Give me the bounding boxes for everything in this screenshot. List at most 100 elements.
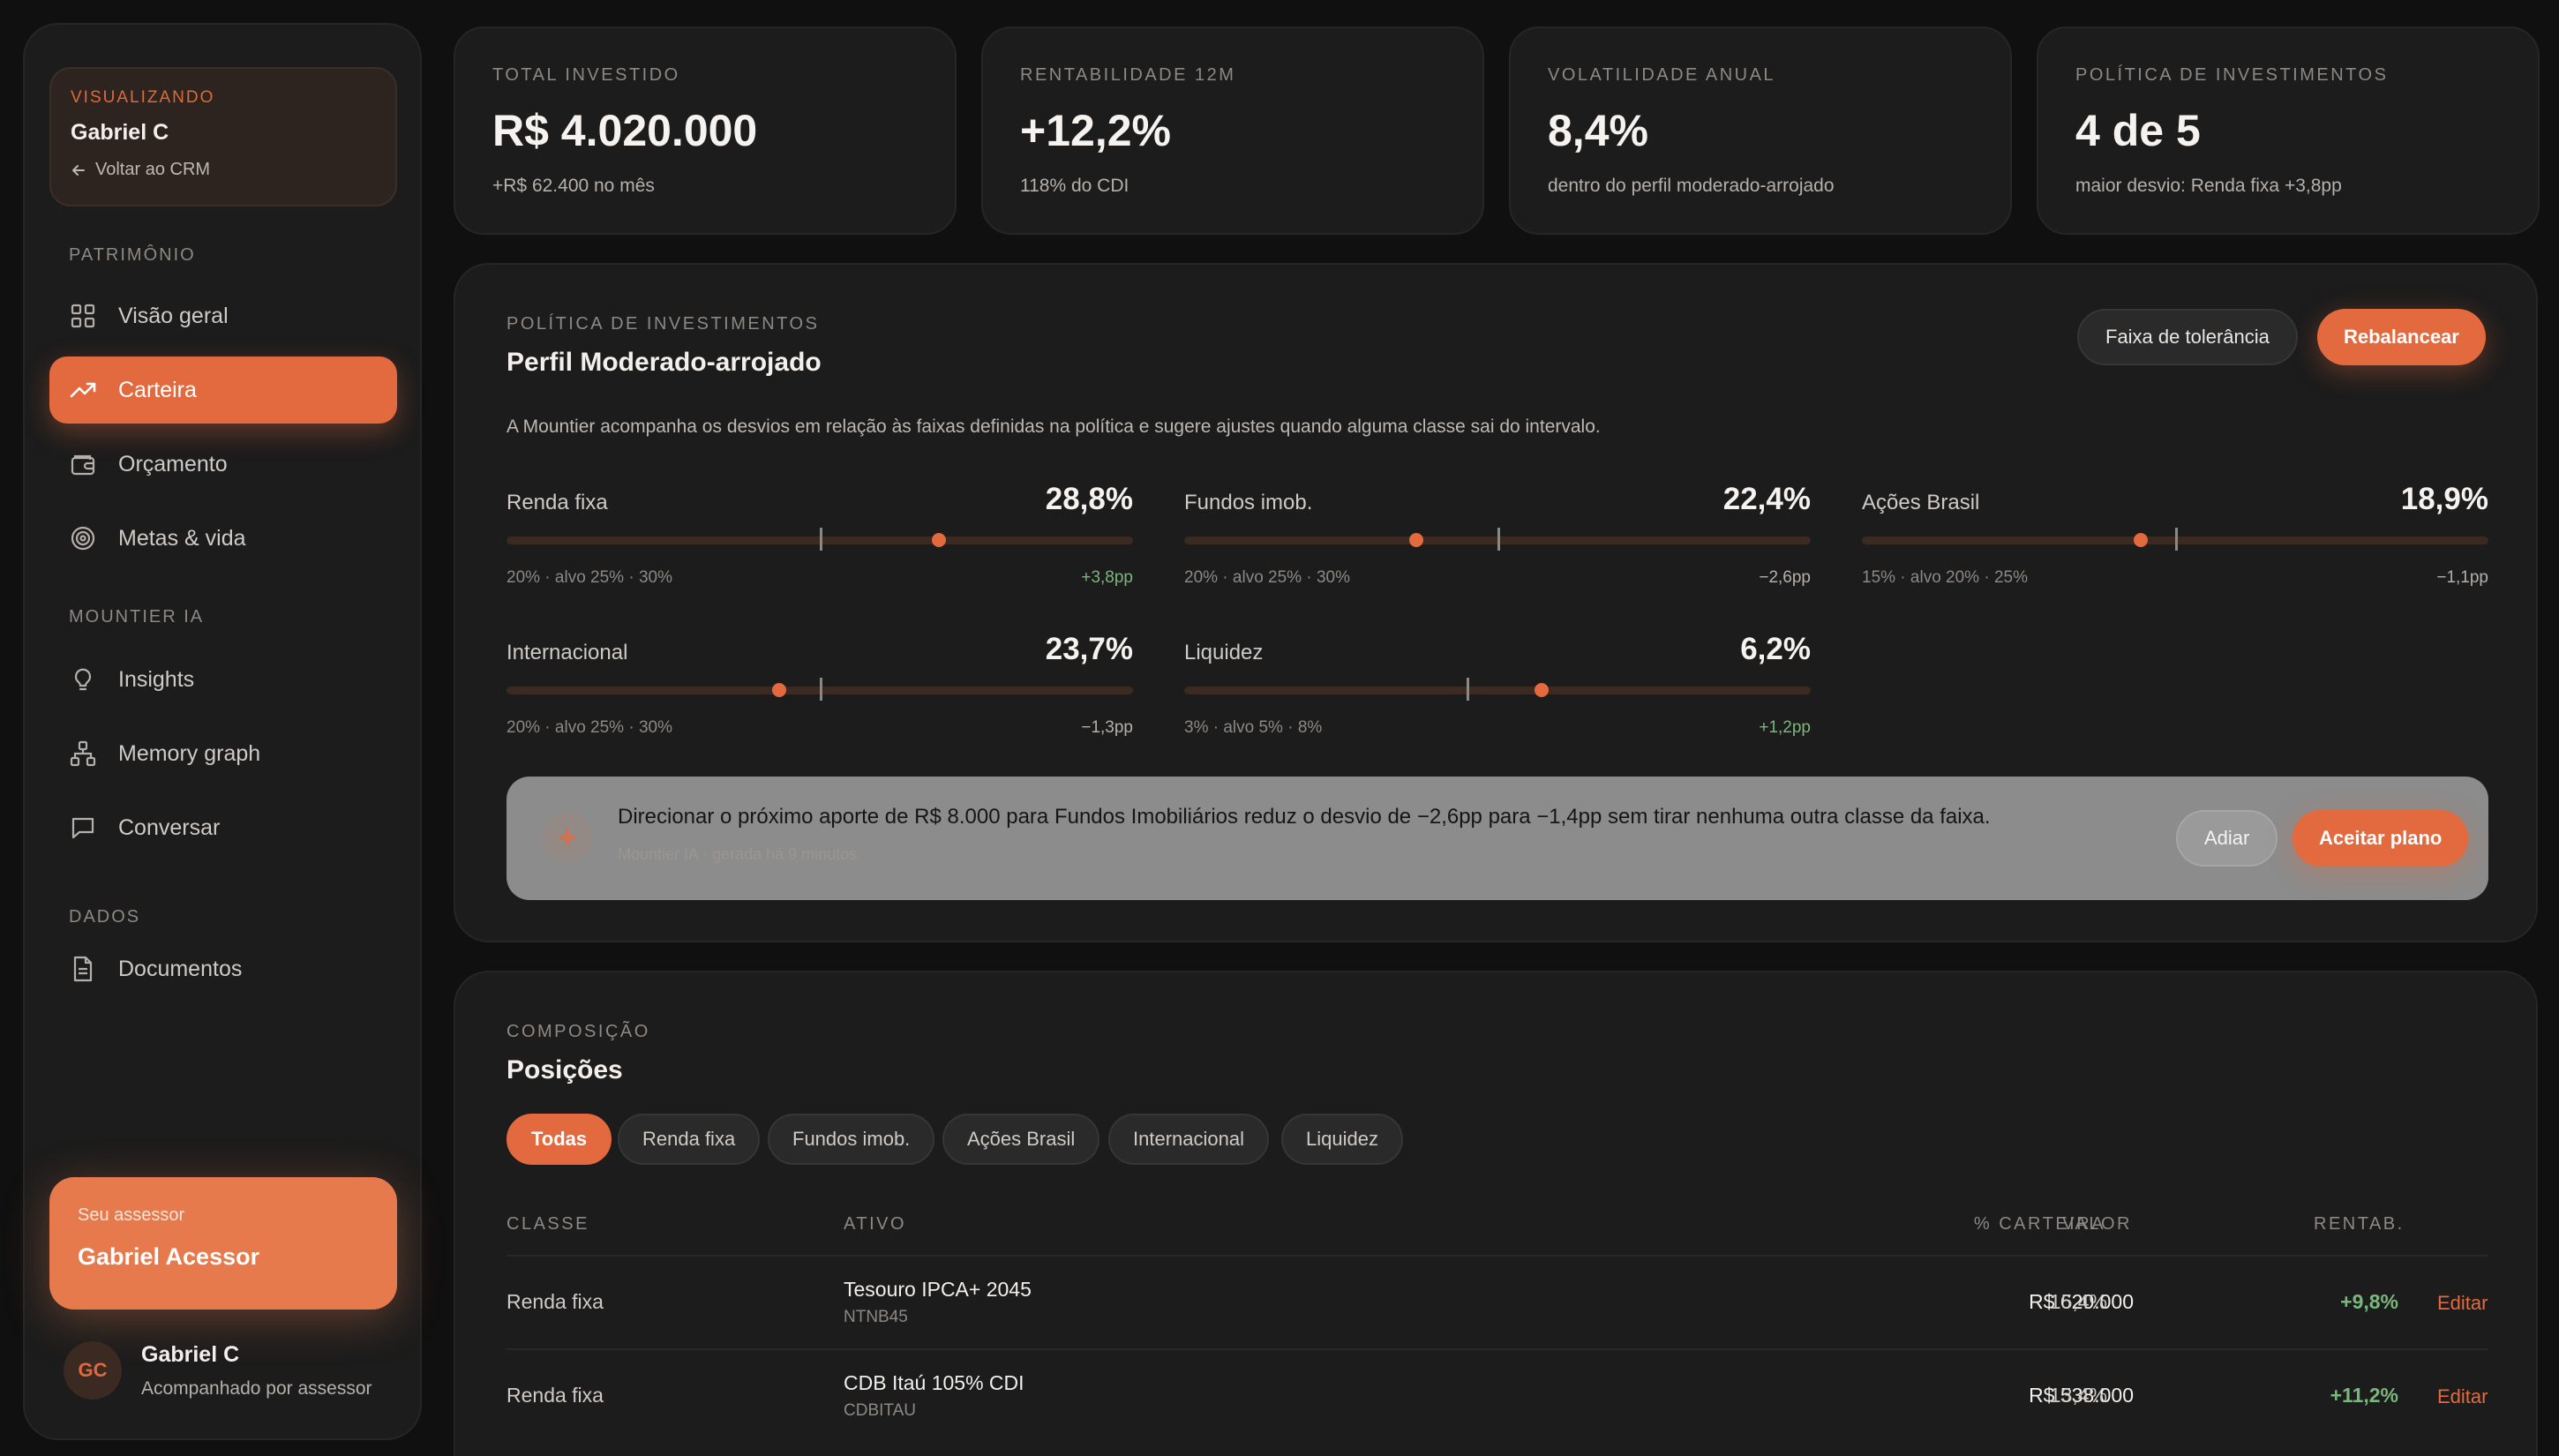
actual-marker <box>1408 533 1423 547</box>
suggestion-meta: Mountier IA · gerada há 9 minutos <box>618 845 858 863</box>
accept-plan-button[interactable]: Aceitar plano <box>2293 810 2469 867</box>
trend-up-icon <box>70 382 96 398</box>
column-ativo[interactable]: ATIVO <box>844 1214 907 1234</box>
sidebar-item-visao-geral[interactable]: Visão geral <box>49 282 397 349</box>
kpi-value: +12,2% <box>1020 106 1171 155</box>
section-dados: DADOS <box>69 907 141 927</box>
back-to-crm-link[interactable]: Voltar ao CRM <box>71 160 376 180</box>
target-marker <box>1497 528 1500 551</box>
edit-link[interactable]: Editar <box>2437 1385 2488 1407</box>
allocation-renda-fixa: Renda fixa 28,8% 20% · alvo 25% · 30% +3… <box>507 482 1133 605</box>
cell-rentab: +9,8% <box>2340 1290 2398 1313</box>
cell-valor: R$ 620.000 <box>2029 1290 2134 1313</box>
column-carteira[interactable]: % CARTEIRA <box>1973 1214 2105 1234</box>
cell-ticker: CDBITAU <box>844 1401 916 1420</box>
tolerance-button[interactable]: Faixa de tolerância <box>2077 309 2298 365</box>
allocation-value: 18,9% <box>2400 482 2488 516</box>
sidebar-item-insights[interactable]: Insights <box>49 646 397 713</box>
kpi-label: TOTAL INVESTIDO <box>492 65 680 85</box>
target-marker <box>820 678 822 701</box>
column-rentab[interactable]: RENTAB. <box>2314 1214 2405 1234</box>
allocation-delta: +3,8pp <box>1081 568 1133 587</box>
filter-liquidez[interactable]: Liquidez <box>1281 1114 1403 1165</box>
kpi-politica: POLÍTICA DE INVESTIMENTOS 4 de 5 maior d… <box>2037 26 2540 235</box>
kpi-label: VOLATILIDADE ANUAL <box>1548 65 1776 85</box>
lightbulb-icon <box>74 668 92 691</box>
user-status: Acompanhado por assessor <box>141 1377 372 1399</box>
suggestion-text: Direcionar o próximo aporte de R$ 8.000 … <box>618 805 1991 829</box>
sidebar-item-conversar[interactable]: Conversar <box>49 794 397 861</box>
user-profile[interactable]: GC Gabriel C Acompanhado por assessor <box>64 1341 372 1400</box>
sidebar-item-label: Metas & vida <box>118 525 246 551</box>
sidebar-item-label: Carteira <box>118 377 197 402</box>
viewing-client-card: VISUALIZANDO Gabriel C Voltar ao CRM <box>49 67 397 206</box>
positions-panel: COMPOSIÇÃO Posições Todas Renda fixa Fun… <box>454 971 2538 1456</box>
sidebar-item-orcamento[interactable]: Orçamento <box>49 431 397 498</box>
actual-marker <box>931 533 946 547</box>
arrow-left-icon <box>72 164 85 176</box>
actual-marker <box>2133 533 2148 547</box>
sidebar-item-carteira[interactable]: Carteira <box>49 356 397 424</box>
allocation-value: 23,7% <box>1045 632 1133 666</box>
allocation-name: Liquidez <box>1184 641 1264 664</box>
column-valor[interactable]: VALOR <box>2062 1214 2132 1234</box>
sidebar-item-documentos[interactable]: Documentos <box>49 935 397 1002</box>
viewing-tag: VISUALIZANDO <box>71 88 215 107</box>
kpi-value: 8,4% <box>1548 106 1648 155</box>
sparkle-icon <box>542 812 593 863</box>
policy-description: A Mountier acompanha os desvios em relaç… <box>507 417 1601 437</box>
filter-acoes-brasil[interactable]: Ações Brasil <box>942 1114 1100 1165</box>
allocation-delta: +1,2pp <box>1759 718 1811 737</box>
client-name: Gabriel C <box>71 120 169 145</box>
sidebar-item-metas[interactable]: Metas & vida <box>49 505 397 572</box>
sidebar: VISUALIZANDO Gabriel C Voltar ao CRM PAT… <box>23 23 422 1440</box>
allocation-name: Ações Brasil <box>1862 491 1980 514</box>
section-mountier-ia: MOUNTIER IA <box>69 607 205 627</box>
cell-valor: R$ 538.000 <box>2029 1384 2134 1407</box>
kpi-sub: maior desvio: Renda fixa +3,8pp <box>2075 176 2342 196</box>
edit-link[interactable]: Editar <box>2437 1292 2488 1314</box>
actual-marker <box>771 683 786 697</box>
filter-renda-fixa[interactable]: Renda fixa <box>618 1114 761 1165</box>
postpone-button[interactable]: Adiar <box>2176 810 2278 867</box>
chat-icon <box>71 817 94 839</box>
cell-carteira: 13,4% <box>2049 1384 2107 1407</box>
cell-classe: Renda fixa <box>507 1290 604 1313</box>
filter-internacional[interactable]: Internacional <box>1108 1114 1269 1165</box>
cell-carteira: 15,4% <box>2049 1290 2107 1313</box>
kpi-value: R$ 4.020.000 <box>492 106 758 155</box>
positions-title: Posições <box>507 1055 623 1084</box>
kpi-total-investido: TOTAL INVESTIDO R$ 4.020.000 +R$ 62.400 … <box>454 26 957 235</box>
sidebar-item-label: Visão geral <box>118 303 229 328</box>
section-patrimonio: PATRIMÔNIO <box>69 245 196 265</box>
filter-todas[interactable]: Todas <box>507 1114 612 1165</box>
sidebar-item-label: Memory graph <box>118 740 261 766</box>
allocation-fundos-imob: Fundos imob. 22,4% 20% · alvo 25% · 30% … <box>1184 482 1811 605</box>
filter-fundos-imob[interactable]: Fundos imob. <box>768 1114 935 1165</box>
sidebar-item-label: Conversar <box>118 814 221 840</box>
rebalance-button[interactable]: Rebalancear <box>2317 309 2486 365</box>
allocation-range: 20% · alvo 25% · 30% <box>507 568 672 587</box>
document-icon <box>73 956 93 982</box>
row-divider <box>507 1348 2488 1350</box>
allocation-liquidez: Liquidez 6,2% 3% · alvo 5% · 8% +1,2pp <box>1184 632 1811 755</box>
kpi-label: RENTABILIDADE 12M <box>1020 65 1236 85</box>
target-marker <box>1466 678 1469 701</box>
kpi-value: 4 de 5 <box>2075 106 2201 155</box>
sidebar-item-label: Orçamento <box>118 451 228 477</box>
kpi-sub: 118% do CDI <box>1020 176 1129 196</box>
grid-icon <box>71 304 95 328</box>
column-classe[interactable]: CLASSE <box>507 1214 589 1234</box>
kpi-label: POLÍTICA DE INVESTIMENTOS <box>2075 65 2389 85</box>
target-marker <box>820 528 822 551</box>
cell-ativo: CDB Itaú 105% CDI <box>844 1371 1024 1394</box>
sidebar-item-memory-graph[interactable]: Memory graph <box>49 720 397 787</box>
advisor-label: Seu assessor <box>78 1205 185 1225</box>
advisor-card[interactable]: Seu assessor Gabriel Acessor <box>49 1177 397 1310</box>
sidebar-item-label: Documentos <box>118 956 243 981</box>
policy-title: Perfil Moderado-arrojado <box>507 348 822 377</box>
cell-ticker: NTNB45 <box>844 1308 908 1326</box>
allocation-delta: −1,1pp <box>2436 568 2488 587</box>
allocation-value: 22,4% <box>1722 482 1811 516</box>
kpi-volatilidade: VOLATILIDADE ANUAL 8,4% dentro do perfil… <box>1509 26 2012 235</box>
